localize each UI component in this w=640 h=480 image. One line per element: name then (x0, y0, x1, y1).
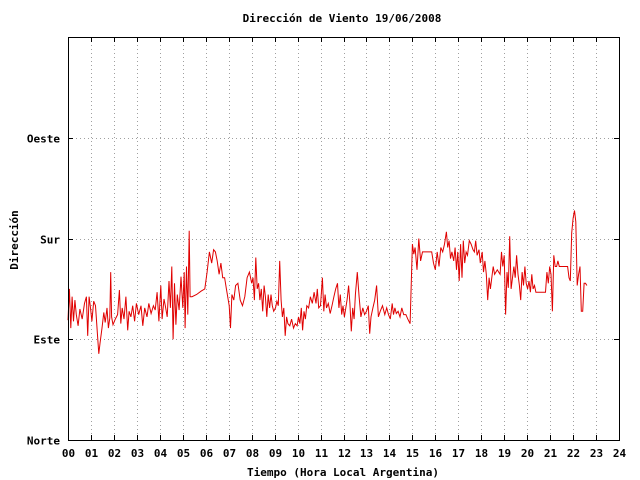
x-tick-label: 16 (429, 447, 443, 460)
x-tick-label: 23 (590, 447, 603, 460)
y-axis-label: Dirección (8, 210, 21, 270)
x-tick-label: 24 (613, 447, 627, 460)
x-tick-label: 02 (108, 447, 121, 460)
x-tick-label: 05 (177, 447, 190, 460)
x-tick-label: 07 (223, 447, 236, 460)
x-tick-label: 14 (383, 447, 397, 460)
y-tick-label: Sur (40, 234, 60, 247)
chart-title: Dirección de Viento 19/06/2008 (243, 12, 442, 25)
x-tick-label: 17 (452, 447, 465, 460)
x-tick-label: 12 (338, 447, 351, 460)
x-tick-label: 03 (131, 447, 144, 460)
x-tick-label: 20 (521, 447, 534, 460)
series-layer (67, 210, 588, 354)
wind-direction-line (67, 210, 588, 354)
x-tick-label: 10 (292, 447, 305, 460)
grid (68, 37, 619, 440)
x-tick-label: 08 (246, 447, 259, 460)
x-tick-label: 15 (406, 447, 419, 460)
axis-ticks: 00 01 02 03 04 05 06 07 08 09 10 11 12 13 14 15 16 17 18 19… (27, 37, 627, 460)
x-tick-label: 22 (567, 447, 580, 460)
x-tick-label: 04 (154, 447, 168, 460)
y-tick-label: Norte (27, 435, 60, 448)
y-tick-label: Este (34, 334, 61, 347)
x-tick-label: 01 (85, 447, 99, 460)
x-axis-label: Tiempo (Hora Local Argentina) (247, 466, 439, 479)
x-tick-label: 19 (498, 447, 511, 460)
x-tick-label: 06 (200, 447, 214, 460)
plot-frame (68, 37, 620, 441)
x-tick-label: 00 (62, 447, 75, 460)
x-tick-label: 09 (269, 447, 282, 460)
x-tick-label: 13 (360, 447, 373, 460)
x-tick-label: 11 (315, 447, 329, 460)
x-tick-label: 18 (475, 447, 488, 460)
x-tick-label: 21 (544, 447, 558, 460)
y-tick-label: Oeste (27, 133, 60, 146)
